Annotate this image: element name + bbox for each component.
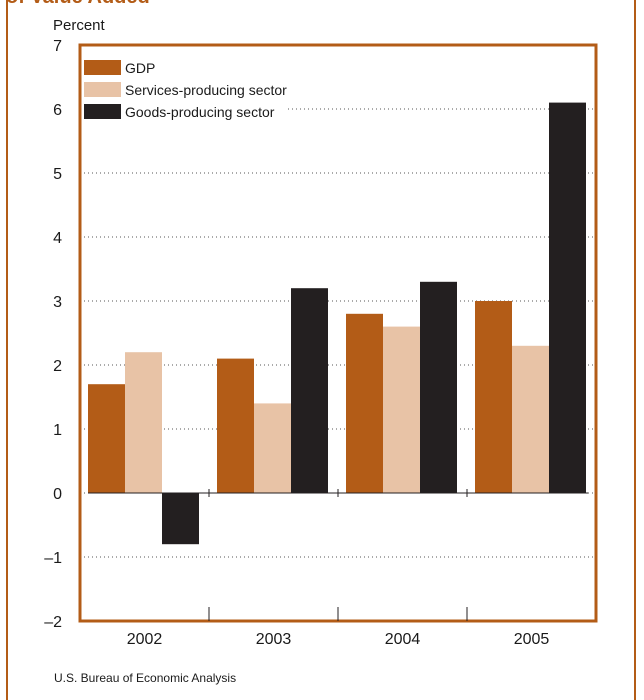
legend-label: Services-producing sector [125,82,287,98]
bar-services-producing-sector-2004 [383,326,420,493]
x-tick-label: 2002 [127,631,163,648]
figure-frame [6,0,636,700]
bar-services-producing-sector-2002 [125,352,162,493]
bar-gdp-2004 [346,313,383,493]
y-tick-label: 1 [53,422,62,439]
y-tick-label: 6 [53,102,62,119]
legend-swatch [84,82,121,97]
figure-title-fragment: of Value Added [6,0,150,9]
plot-border [78,43,598,623]
legend-label-background [123,81,310,98]
x-tick-label: 2004 [385,631,421,648]
y-tick-label: –2 [44,614,62,631]
bar-goods-producing-sector-2004 [420,281,457,493]
bar-gdp-2003 [217,358,254,493]
legend-swatch [84,60,121,75]
x-tick-label: 2003 [256,631,292,648]
y-tick-label: 2 [53,358,62,375]
bar-goods-producing-sector-2005 [549,102,586,493]
y-tick-label: –1 [44,550,62,567]
bar-goods-producing-sector-2003 [291,288,328,493]
bar-gdp-2005 [475,301,512,493]
bar-services-producing-sector-2003 [254,403,291,493]
y-tick-label: 7 [53,38,62,55]
legend-label: GDP [125,60,155,76]
bar-gdp-2002 [88,384,125,493]
y-tick-label: 4 [53,230,62,247]
source-note: U.S. Bureau of Economic Analysis [54,671,237,685]
legend-label: Goods-producing sector [125,104,275,120]
y-tick-label: 0 [53,486,62,503]
y-tick-label: 5 [53,166,62,183]
legend-swatch [84,104,121,119]
y-tick-label: 3 [53,294,62,311]
legend-label-background [123,59,149,76]
bar-services-producing-sector-2005 [512,345,549,493]
bar-goods-producing-sector-2002 [162,493,199,545]
y-axis-unit-label: Percent [53,17,105,34]
x-tick-label: 2005 [514,631,550,648]
legend-label-background [123,103,288,120]
